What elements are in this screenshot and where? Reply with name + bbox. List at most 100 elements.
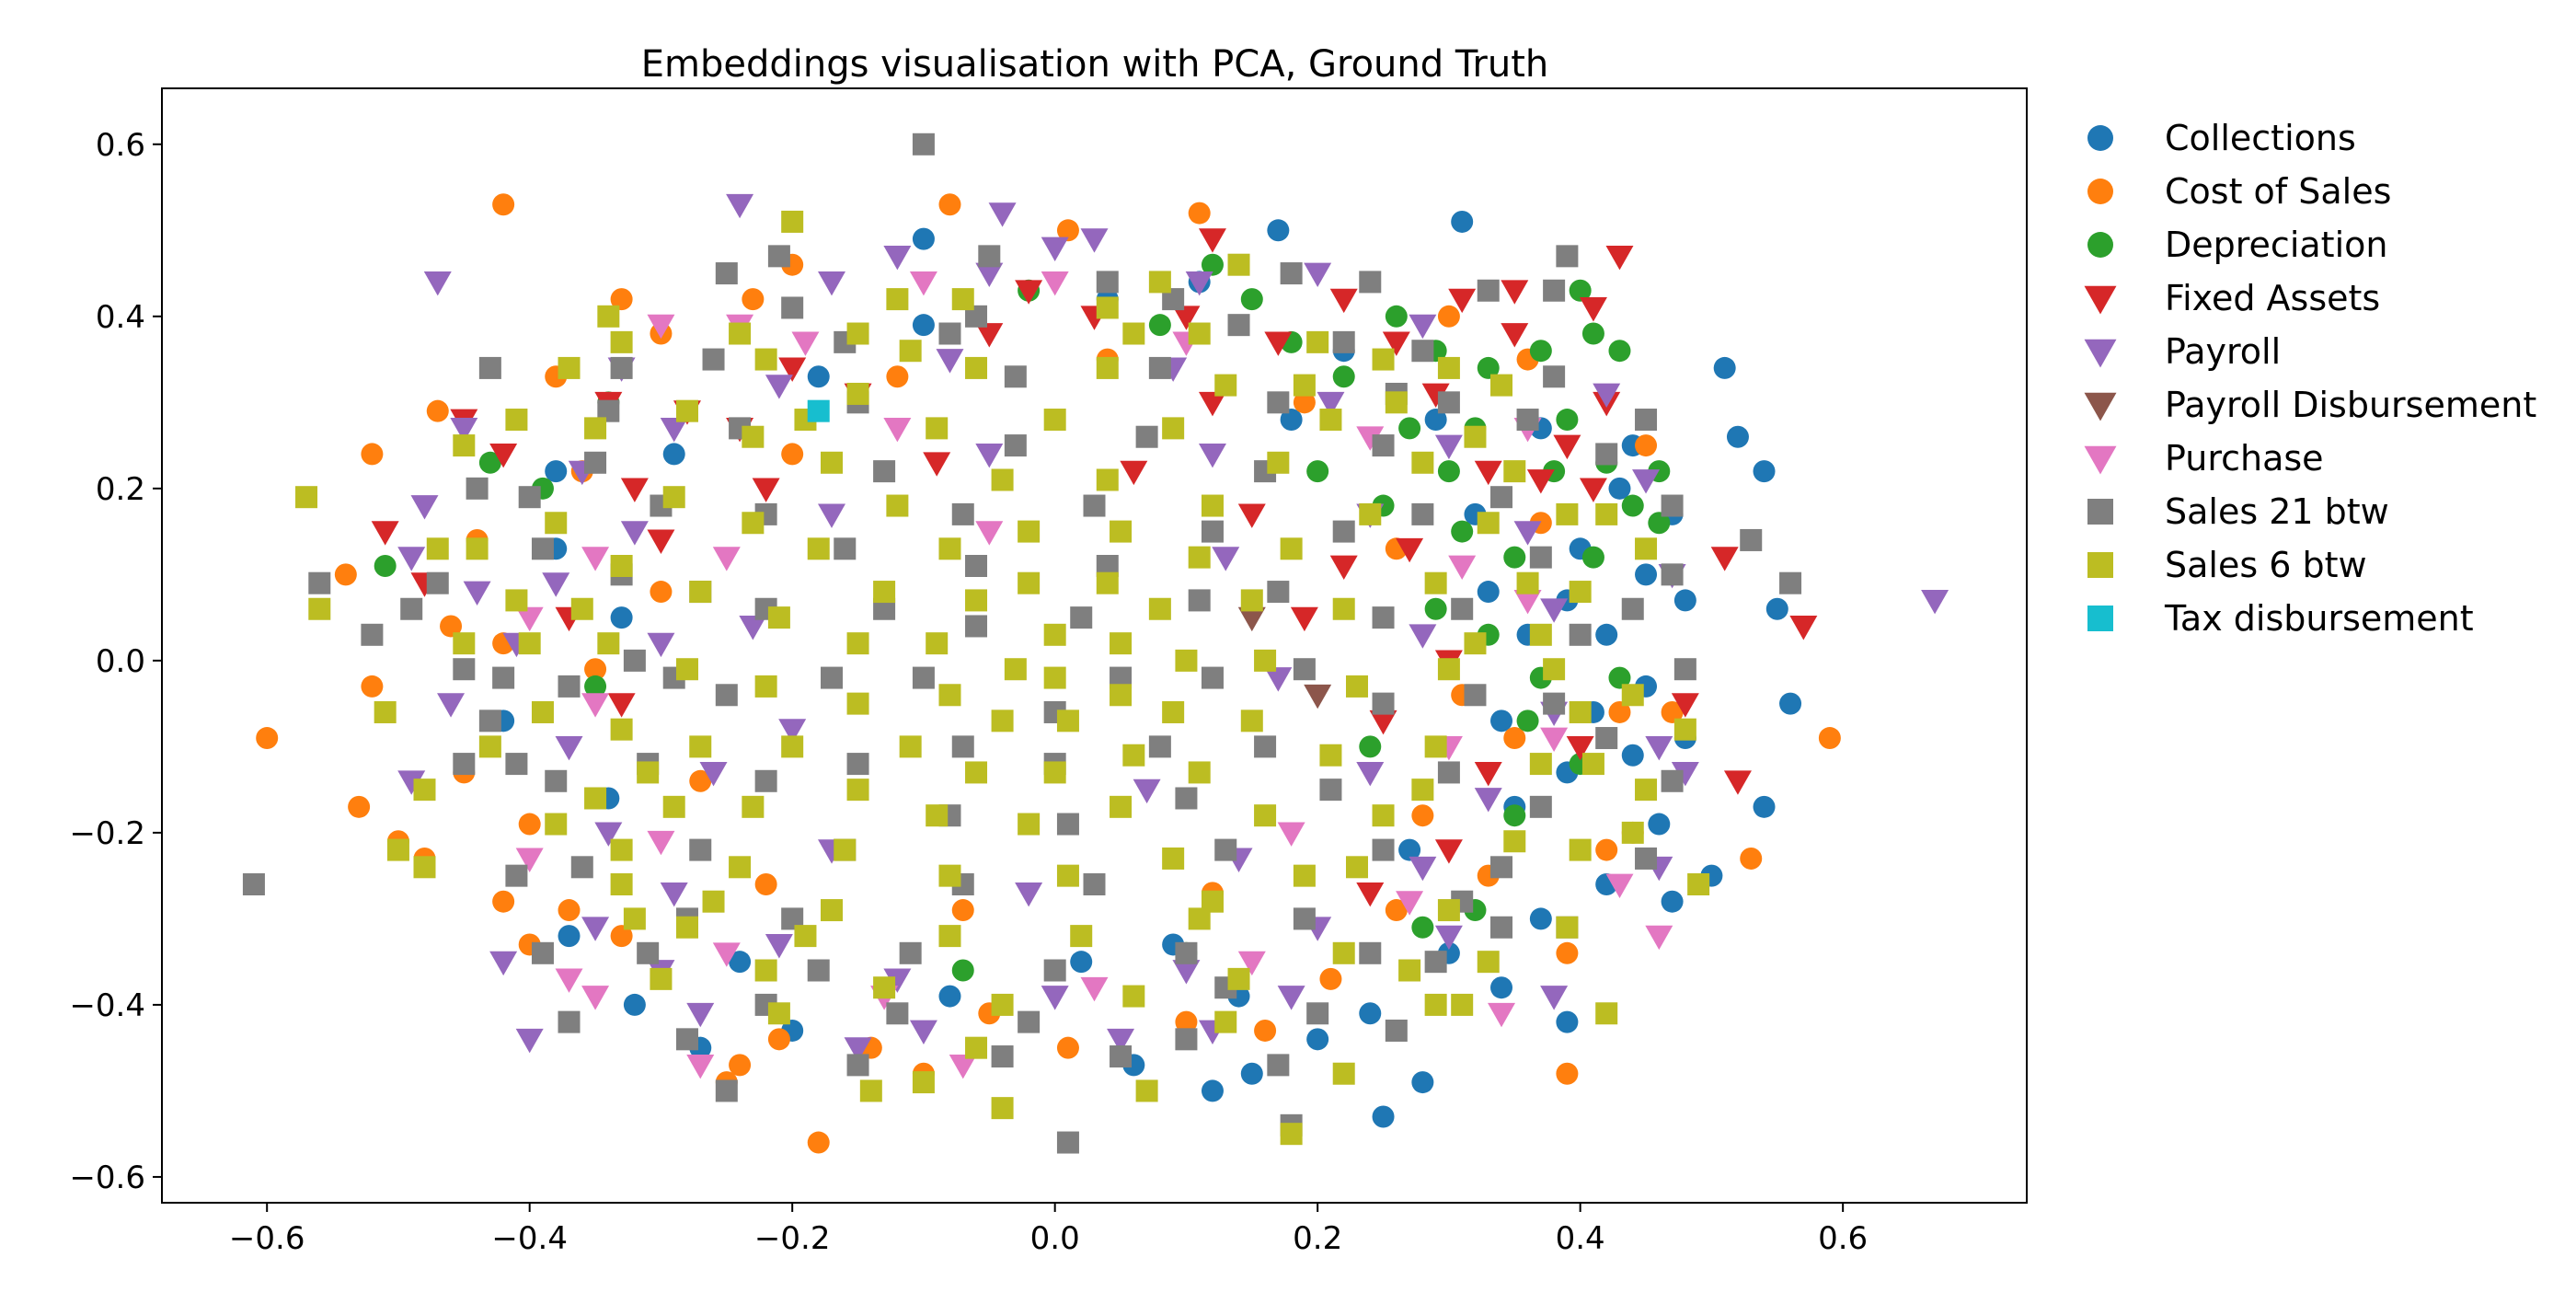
data-point xyxy=(689,735,712,758)
series-sales-6-btw xyxy=(295,210,1710,1146)
data-point xyxy=(1188,761,1211,784)
data-point xyxy=(1556,941,1579,964)
data-point xyxy=(1503,460,1526,483)
data-point xyxy=(518,486,541,509)
data-point xyxy=(1293,907,1316,930)
data-point xyxy=(545,769,568,792)
data-point xyxy=(873,581,896,604)
data-point xyxy=(1043,666,1066,689)
data-point xyxy=(440,615,463,638)
data-point xyxy=(1595,1002,1618,1025)
data-point xyxy=(584,658,607,681)
x-tick-label: −0.2 xyxy=(754,1220,831,1257)
data-point xyxy=(1041,236,1069,261)
data-point xyxy=(610,925,633,948)
data-point xyxy=(1608,340,1631,363)
data-point xyxy=(1437,460,1460,483)
x-tick-label: 0.2 xyxy=(1293,1220,1342,1257)
data-point xyxy=(1501,280,1529,305)
data-point xyxy=(1818,727,1841,750)
legend-item: Payroll xyxy=(2084,331,2281,372)
data-point xyxy=(765,934,793,959)
data-point xyxy=(466,537,489,560)
data-point xyxy=(1280,1123,1303,1146)
data-point xyxy=(647,830,675,856)
data-point xyxy=(1753,795,1776,818)
legend-marker xyxy=(2084,285,2117,315)
data-point xyxy=(610,873,633,895)
data-point xyxy=(623,649,646,672)
data-point xyxy=(1543,279,1566,302)
data-point xyxy=(1267,451,1290,474)
data-point xyxy=(846,1054,869,1077)
data-point xyxy=(1175,1028,1198,1051)
data-point xyxy=(478,356,501,379)
data-point xyxy=(1621,494,1644,517)
data-point xyxy=(1267,581,1290,604)
legend-label: Collections xyxy=(2165,118,2356,158)
data-point xyxy=(675,916,698,939)
legend-label: Sales 21 btw xyxy=(2165,491,2389,532)
legend-label: Purchase xyxy=(2165,438,2324,479)
data-point xyxy=(453,632,476,655)
data-point xyxy=(1434,434,1463,460)
y-tick-label: −0.4 xyxy=(69,987,145,1024)
data-point xyxy=(1254,804,1277,827)
data-point xyxy=(581,547,610,571)
data-point xyxy=(1293,391,1316,414)
data-point xyxy=(1437,658,1460,681)
data-point xyxy=(1529,340,1552,363)
data-point xyxy=(846,382,869,405)
data-point xyxy=(1605,245,1634,271)
data-point xyxy=(886,365,909,388)
data-point xyxy=(558,899,581,922)
data-point xyxy=(1227,967,1250,990)
data-point xyxy=(1198,391,1226,417)
data-point xyxy=(1188,546,1211,569)
data-point xyxy=(729,856,752,879)
data-point xyxy=(699,762,728,787)
data-point xyxy=(1556,245,1579,268)
data-point xyxy=(1043,409,1066,432)
data-point xyxy=(610,356,633,379)
data-point xyxy=(1516,409,1539,432)
data-point xyxy=(660,882,688,907)
data-point xyxy=(570,856,593,879)
data-point xyxy=(1765,597,1788,620)
data-point xyxy=(1056,709,1079,733)
data-point xyxy=(1041,986,1069,1010)
legend-marker xyxy=(2087,232,2113,258)
data-point xyxy=(1237,951,1266,976)
data-point xyxy=(912,666,935,689)
data-point xyxy=(1409,314,1437,340)
data-point xyxy=(1543,692,1566,715)
data-point xyxy=(975,262,1004,288)
legend-marker xyxy=(2087,179,2113,204)
data-point xyxy=(1319,779,1342,802)
data-point xyxy=(400,597,423,620)
legend-item: Payroll Disbursement xyxy=(2084,385,2536,425)
data-point xyxy=(1437,305,1460,328)
data-point xyxy=(1293,658,1316,681)
data-point xyxy=(821,899,844,922)
data-point xyxy=(660,417,688,443)
data-point xyxy=(650,581,673,604)
data-point xyxy=(1424,571,1447,594)
data-point xyxy=(702,348,725,371)
data-point xyxy=(821,666,844,689)
data-point xyxy=(991,993,1014,1016)
data-point xyxy=(765,375,793,399)
x-tick-label: 0.4 xyxy=(1556,1220,1605,1257)
data-point xyxy=(846,692,869,715)
data-point xyxy=(610,718,633,741)
data-point xyxy=(1056,1036,1079,1059)
data-point xyxy=(1396,891,1424,916)
series-payroll-disbursement xyxy=(1237,606,1332,709)
data-point xyxy=(450,417,478,443)
data-point xyxy=(1385,899,1408,922)
data-point xyxy=(1661,494,1684,517)
data-point xyxy=(1488,1002,1516,1028)
data-point xyxy=(1345,675,1368,698)
data-point xyxy=(1645,735,1673,761)
data-point xyxy=(1569,581,1592,604)
